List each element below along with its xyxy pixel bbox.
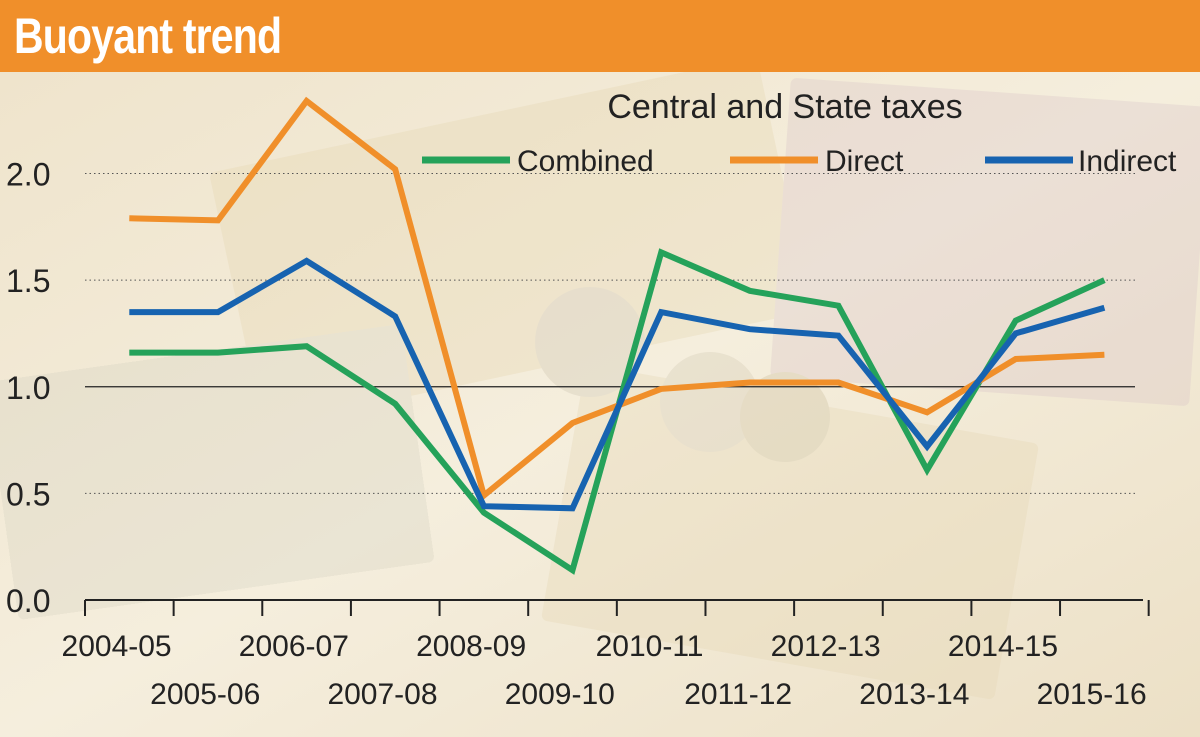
x-tick-label-2012-13: 2012-13 — [771, 630, 881, 663]
chart-title: Central and State taxes — [607, 88, 962, 126]
x-tick-label-2005-06: 2005-06 — [150, 678, 260, 711]
y-tick-label-1.5: 1.5 — [6, 263, 50, 299]
background — [0, 72, 1200, 737]
header-title: Buoyant trend — [14, 8, 282, 64]
y-tick-label-0.0: 0.0 — [6, 583, 50, 619]
x-tick-label-2011-12: 2011-12 — [684, 678, 792, 711]
chart-panel: 0.0 0.5 1.0 1.5 2.0 2004-05 2005-06 2006-07 2007… — [0, 72, 1200, 737]
x-tick-label-2015-16: 2015-16 — [1037, 678, 1147, 711]
legend-label-combined: Combined — [517, 145, 654, 178]
line-chart: 0.0 0.5 1.0 1.5 2.0 2004-05 2005-06 2006-07 2007… — [0, 72, 1200, 737]
series-indirect-line — [129, 257, 1106, 512]
x-tick-label-2004-05: 2004-05 — [62, 630, 172, 663]
x-tick-label-2009-10: 2009-10 — [505, 678, 615, 711]
x-tick-label-2010-11: 2010-11 — [596, 630, 704, 663]
x-tick-label-2006-07: 2006-07 — [239, 630, 349, 663]
x-tick-label-2007-08: 2007-08 — [327, 678, 437, 711]
y-tick-label-0.5: 0.5 — [6, 476, 50, 512]
header-bar: Buoyant trend — [0, 0, 1200, 72]
y-tick-label-1.0: 1.0 — [6, 370, 50, 406]
x-tick-label-2014-15: 2014-15 — [948, 630, 1058, 663]
legend-label-indirect: Indirect — [1078, 145, 1177, 178]
banknote-decoration — [0, 72, 1200, 700]
y-tick-label-2.0: 2.0 — [6, 157, 50, 193]
legend-label-direct: Direct — [825, 145, 904, 178]
x-tick-label-2008-09: 2008-09 — [416, 630, 526, 663]
x-tick-label-2013-14: 2013-14 — [859, 678, 969, 711]
